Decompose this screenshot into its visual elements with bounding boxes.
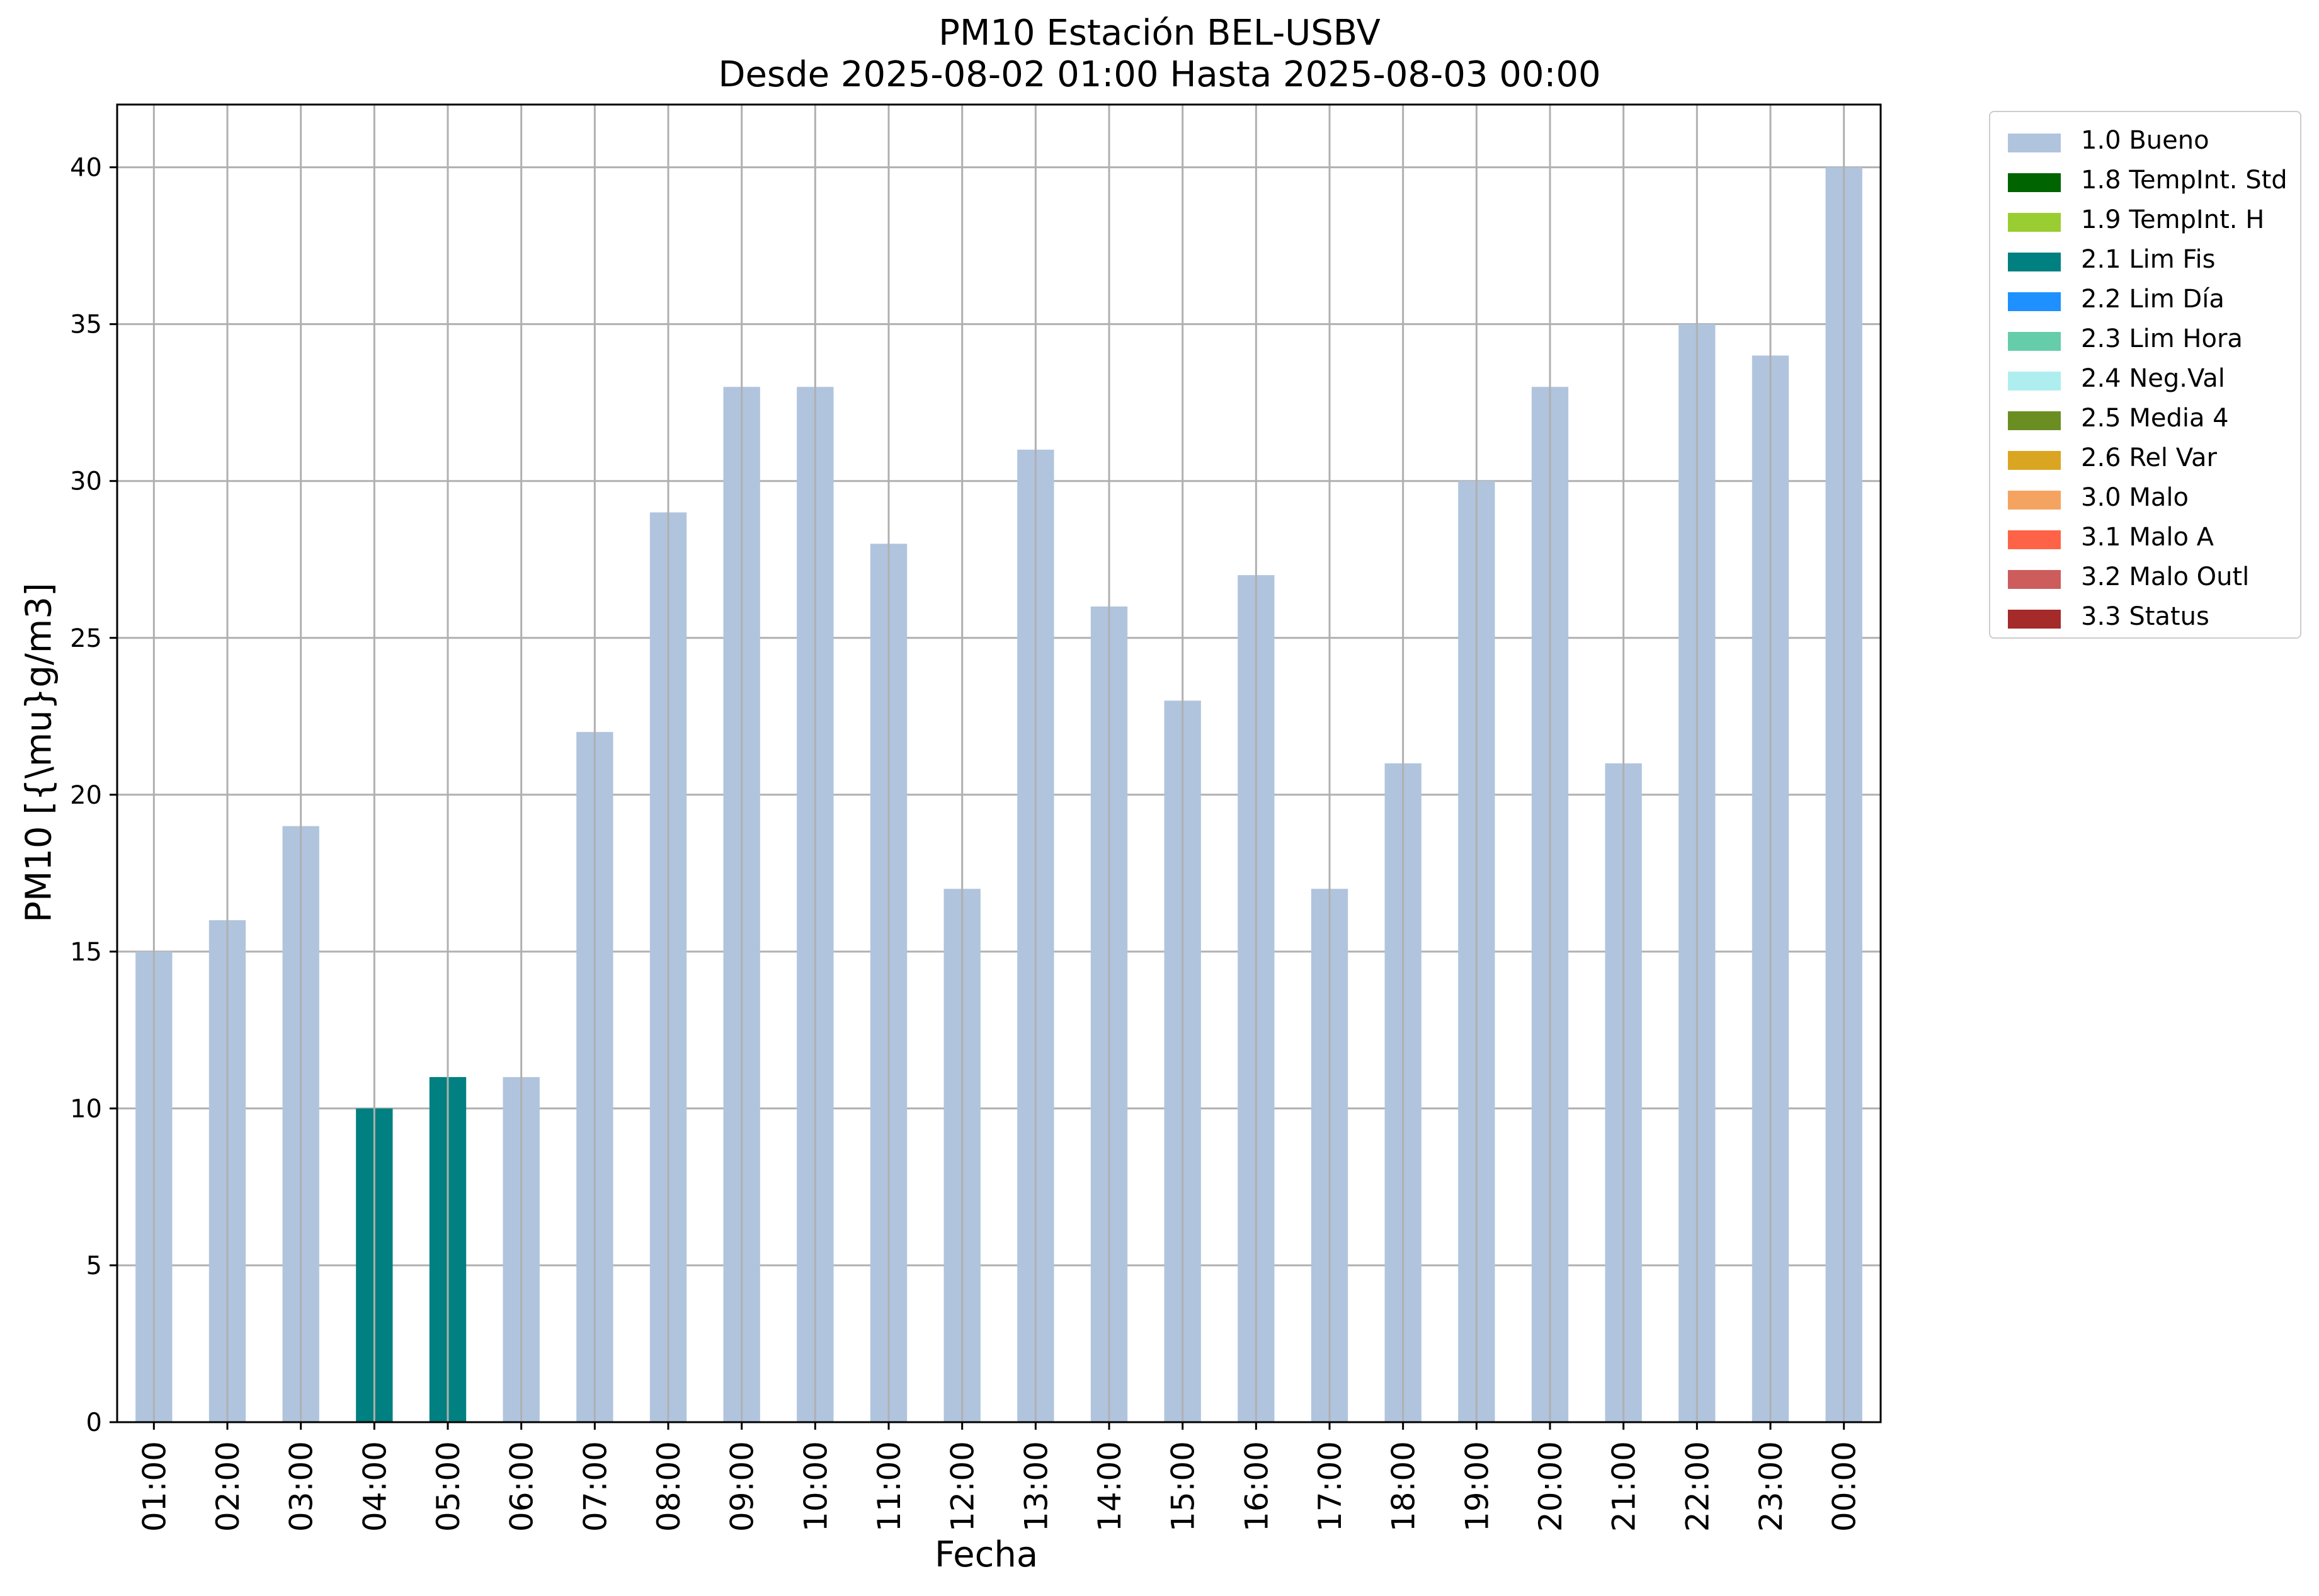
x-tick-label: 12:00: [945, 1441, 981, 1532]
legend-item: 3.0 Malo: [1997, 478, 2299, 518]
x-tick-label: 23:00: [1753, 1441, 1789, 1532]
legend-item: 1.0 Bueno: [1997, 121, 2299, 161]
x-tick-label: 03:00: [283, 1441, 320, 1532]
legend-swatch: [2008, 213, 2061, 232]
legend-swatch: [2008, 451, 2061, 470]
legend-swatch: [2008, 491, 2061, 510]
legend-swatch: [2008, 530, 2061, 549]
x-tick-label: 19:00: [1459, 1441, 1495, 1532]
y-axis-label: PM10 [{\mu}g/m3]: [18, 583, 60, 923]
legend-swatch: [2008, 570, 2061, 589]
y-tick-label: 25: [70, 624, 102, 653]
legend-label: 1.8 TempInt. Std: [2081, 166, 2288, 195]
x-tick-label: 07:00: [577, 1441, 613, 1532]
x-tick-label: 04:00: [356, 1441, 393, 1532]
y-tick-label: 10: [70, 1095, 102, 1124]
x-tick-label: 18:00: [1386, 1441, 1422, 1532]
legend-label: 3.3 Status: [2081, 602, 2209, 631]
legend-label: 2.3 Lim Hora: [2081, 324, 2243, 353]
legend-item: 1.9 TempInt. H: [1997, 200, 2299, 240]
legend-item: 3.3 Status: [1997, 597, 2299, 637]
chart-legend: 1.0 Bueno 1.8 TempInt. Std 1.9 TempInt. H 2…: [1989, 111, 2301, 639]
y-tick-label: 40: [70, 154, 102, 183]
legend-label: 2.2 Lim Día: [2081, 285, 2225, 314]
y-tick-label: 35: [70, 311, 102, 339]
legend-item: 2.4 Neg.Val: [1997, 359, 2299, 399]
legend-swatch: [2008, 610, 2061, 629]
legend-item: 2.5 Media 4: [1997, 399, 2299, 438]
legend-swatch: [2008, 292, 2061, 311]
legend-swatch: [2008, 173, 2061, 192]
legend-swatch: [2008, 134, 2061, 152]
legend-item: 3.2 Malo Outl: [1997, 557, 2299, 597]
y-tick-label: 20: [70, 781, 102, 810]
y-tick-label: 0: [86, 1408, 102, 1437]
plot-area-frame: [116, 103, 1882, 1423]
x-tick-label: 02:00: [210, 1441, 246, 1532]
legend-item: 3.1 Malo A: [1997, 518, 2299, 557]
x-tick-label: 22:00: [1679, 1441, 1716, 1532]
x-tick-label: 01:00: [136, 1441, 173, 1532]
x-tick-label: 11:00: [871, 1441, 908, 1532]
x-tick-label: 20:00: [1532, 1441, 1569, 1532]
legend-item: 2.3 Lim Hora: [1997, 319, 2299, 359]
x-tick-label: 10:00: [797, 1441, 834, 1532]
x-tick-label: 08:00: [651, 1441, 687, 1532]
legend-swatch: [2008, 332, 2061, 351]
y-tick-label: 15: [70, 938, 102, 967]
legend-item: 1.8 TempInt. Std: [1997, 161, 2299, 200]
x-tick-label: 00:00: [1826, 1441, 1863, 1532]
legend-item: 2.2 Lim Día: [1997, 280, 2299, 319]
chart-subtitle: Desde 2025-08-02 01:00 Hasta 2025-08-03 …: [718, 54, 1601, 95]
legend-label: 3.0 Malo: [2081, 483, 2189, 512]
x-tick-label: 15:00: [1165, 1441, 1202, 1532]
legend-swatch: [2008, 253, 2061, 271]
legend-label: 1.9 TempInt. H: [2081, 205, 2265, 234]
legend-swatch: [2008, 372, 2061, 390]
x-tick-label: 17:00: [1312, 1441, 1348, 1532]
x-tick-label: 13:00: [1018, 1441, 1054, 1532]
legend-label: 3.1 Malo A: [2081, 523, 2214, 552]
legend-label: 2.5 Media 4: [2081, 404, 2229, 433]
chart-title: PM10 Estación BEL-USBV: [938, 13, 1381, 54]
x-tick-label: 16:00: [1238, 1441, 1275, 1532]
legend-item: 2.1 Lim Fis: [1997, 240, 2299, 280]
legend-label: 1.0 Bueno: [2081, 126, 2209, 155]
legend-label: 2.1 Lim Fis: [2081, 245, 2216, 274]
legend-swatch: [2008, 411, 2061, 430]
x-tick-label: 21:00: [1606, 1441, 1643, 1532]
x-tick-label: 06:00: [504, 1441, 540, 1532]
legend-label: 3.2 Malo Outl: [2081, 562, 2250, 591]
y-tick-label: 5: [86, 1251, 102, 1280]
x-tick-label: 14:00: [1091, 1441, 1128, 1532]
x-tick-label: 05:00: [430, 1441, 467, 1532]
legend-label: 2.6 Rel Var: [2081, 443, 2217, 472]
legend-item: 2.6 Rel Var: [1997, 438, 2299, 478]
y-tick-label: 30: [70, 467, 102, 496]
x-tick-label: 09:00: [724, 1441, 761, 1532]
legend-label: 2.4 Neg.Val: [2081, 364, 2225, 393]
x-axis-label: Fecha: [935, 1534, 1039, 1575]
